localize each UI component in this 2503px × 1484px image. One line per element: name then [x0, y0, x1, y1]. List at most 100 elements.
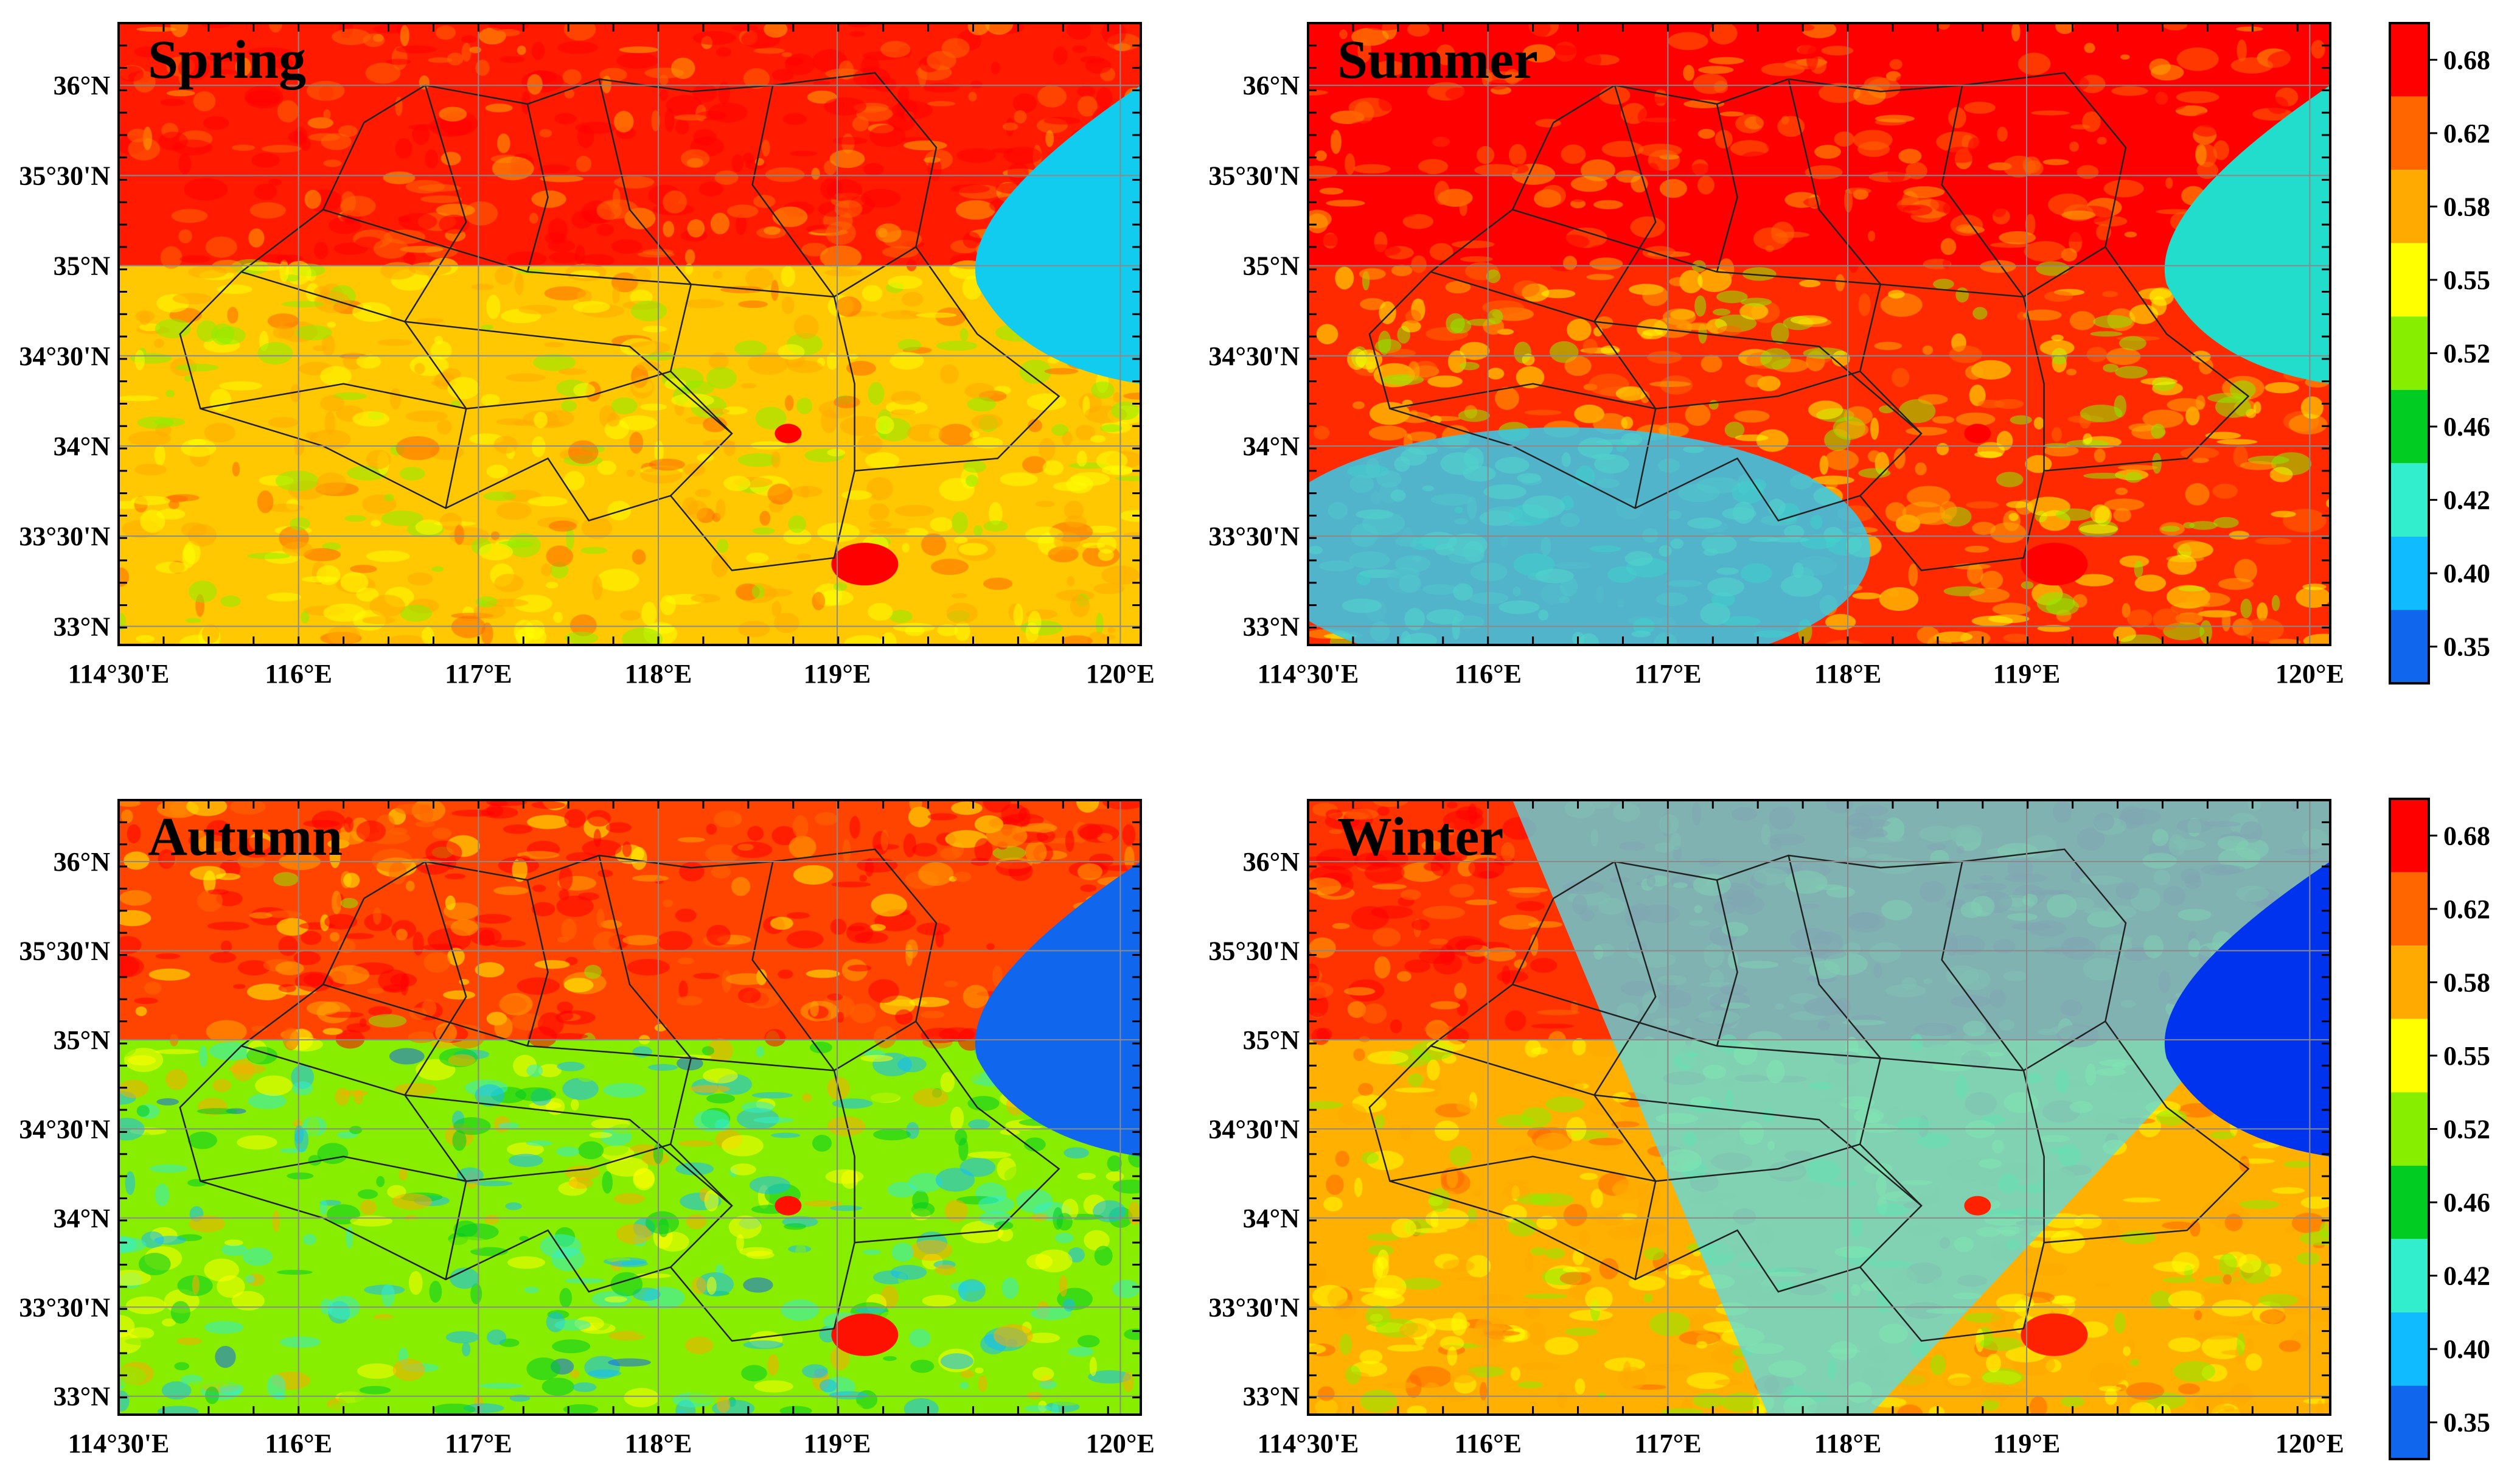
colorbar-label: 0.42: [2443, 1261, 2490, 1291]
longitude-label: 119°E: [1993, 1429, 2061, 1458]
colorbar-label: 0.62: [2443, 119, 2490, 148]
colorbar-swatch: [2390, 1165, 2429, 1239]
panel-title: Spring: [148, 30, 306, 90]
colorbar-label: 0.46: [2443, 412, 2490, 442]
colorbar-label: 0.35: [2443, 632, 2490, 662]
latitude-label: 33°30'N: [1208, 521, 1300, 551]
latitude-label: 33°N: [54, 1382, 111, 1412]
map-frame: [117, 799, 1142, 1416]
colorbar-swatch: [2390, 1092, 2429, 1166]
colorbar-label: 0.46: [2443, 1188, 2490, 1218]
longitude-label: 114°30'E: [1258, 659, 1359, 689]
latitude-label: 35°N: [1243, 251, 1300, 281]
longitude-label: 118°E: [1814, 1429, 1882, 1458]
longitude-label: 120°E: [2275, 659, 2344, 689]
map-panel-autumn: Autumn 36°N 35°30'N 35°N 34°30'N 34°N 33°30'N 3…: [19, 799, 1155, 1458]
colorbar-swatch: [2390, 96, 2429, 170]
colorbar-label: 0.58: [2443, 192, 2490, 221]
colorbar-swatch: [2390, 1019, 2429, 1093]
panel-title: Summer: [1337, 30, 1538, 90]
panel-title: Autumn: [148, 807, 343, 867]
colorbar-label: 0.40: [2443, 1334, 2490, 1364]
colorbars: 0.680.620.580.550.520.460.420.400.350.68…: [2389, 22, 2490, 1460]
longitude-label: 119°E: [1993, 659, 2061, 689]
latitude-label: 35°N: [54, 251, 111, 281]
colorbar-label: 0.68: [2443, 821, 2490, 851]
latitude-label: 33°N: [1243, 1382, 1300, 1412]
latitude-label: 35°N: [1243, 1025, 1300, 1055]
latitude-label: 33°30'N: [1208, 1292, 1300, 1322]
latitude-label: 34°N: [54, 1204, 111, 1233]
colorbar-2: 0.68 0.62 0.58 0.55 0.52 0.46 0.42 0.40 0.35: [2389, 798, 2490, 1460]
latitude-label: 33°N: [1243, 611, 1300, 641]
province-borders: [179, 848, 1060, 1342]
longitude-label: 114°30'E: [68, 659, 170, 689]
map-panel-spring: Spring 36°N 35°30'N 35°N 34°30'N 34°N 33°30'N 3…: [19, 22, 1155, 689]
latitude-label: 35°30'N: [19, 936, 110, 966]
latitude-label: 34°30'N: [19, 341, 110, 371]
colorbar-label: 0.58: [2443, 967, 2490, 997]
latitude-label: 36°N: [1243, 71, 1300, 100]
longitude-label: 116°E: [265, 659, 332, 689]
colorbar-label: 0.62: [2443, 894, 2490, 924]
colorbar-label: 0.55: [2443, 265, 2490, 295]
longitude-label: 117°E: [1634, 1429, 1702, 1458]
latitude-label: 34°30'N: [1208, 341, 1300, 371]
colorbar-label: 0.52: [2443, 1115, 2490, 1144]
longitude-label: 117°E: [445, 659, 512, 689]
colorbar-swatch: [2390, 610, 2429, 683]
longitude-label: 116°E: [1454, 1429, 1522, 1458]
graticule: [117, 799, 1141, 1415]
latitude-label: 34°N: [54, 431, 111, 461]
latitude-label: 33°30'N: [19, 1292, 110, 1322]
colorbar-label: 0.55: [2443, 1041, 2490, 1071]
data-field: [119, 23, 1141, 645]
colorbar-label: 0.42: [2443, 486, 2490, 515]
colorbar-swatch: [2390, 170, 2429, 243]
colorbar-swatch: [2390, 463, 2429, 537]
latitude-label: 35°30'N: [1208, 161, 1300, 190]
colorbar-label: 0.35: [2443, 1408, 2490, 1438]
colorbar-1: 0.68 0.62 0.58 0.55 0.52 0.46 0.42 0.40 0.35: [2389, 22, 2490, 685]
data-field: [1308, 23, 2330, 645]
map-frame: [117, 22, 1142, 646]
data-field: [119, 800, 1141, 1415]
longitude-label: 119°E: [804, 1429, 871, 1458]
colorbar-swatch: [2390, 536, 2429, 610]
map-panels: Spring 36°N 35°30'N 35°N 34°30'N 34°N 33°30'N 3…: [19, 22, 2344, 1458]
longitude-label: 120°E: [2275, 1429, 2344, 1458]
latitude-label: 33°30'N: [19, 521, 110, 551]
colorbar-swatch: [2390, 1312, 2429, 1386]
colorbar-swatch: [2390, 872, 2429, 946]
colorbar-label: 0.52: [2443, 339, 2490, 369]
colorbar-swatch: [2390, 23, 2429, 97]
graticule: [1307, 22, 2330, 645]
map-panel-summer: Summer 36°N 35°30'N 35°N 34°30'N 34°N 33°30'N 3…: [1208, 22, 2344, 689]
map-frame: [1307, 799, 2331, 1416]
panel-title: Winter: [1337, 807, 1503, 867]
longitude-label: 118°E: [625, 1429, 692, 1458]
map-frame: [1307, 22, 2331, 646]
longitude-label: 117°E: [445, 1429, 512, 1458]
province-borders: [179, 72, 1060, 571]
latitude-label: 34°30'N: [1208, 1114, 1300, 1144]
province-borders: [1368, 848, 2250, 1342]
colorbar-label: 0.40: [2443, 559, 2490, 588]
colorbar-swatch: [2390, 946, 2429, 1019]
colorbar-swatch: [2390, 1385, 2429, 1459]
map-panel-winter: Winter 36°N 35°30'N 35°N 34°30'N 34°N 33°30'N 3…: [1208, 799, 2344, 1458]
latitude-label: 34°N: [1243, 1204, 1300, 1233]
longitude-label: 120°E: [1086, 659, 1155, 689]
latitude-label: 36°N: [54, 847, 111, 877]
longitude-label: 118°E: [625, 659, 692, 689]
colorbar-swatch: [2390, 389, 2429, 464]
colorbar-swatch: [2390, 316, 2429, 390]
longitude-label: 116°E: [265, 1429, 332, 1458]
data-field: [1308, 800, 2330, 1415]
latitude-label: 36°N: [54, 71, 111, 100]
longitude-label: 114°30'E: [68, 1429, 170, 1458]
latitude-label: 35°30'N: [19, 161, 110, 190]
colorbar-swatch: [2390, 1239, 2429, 1312]
colorbar-label: 0.68: [2443, 45, 2490, 75]
